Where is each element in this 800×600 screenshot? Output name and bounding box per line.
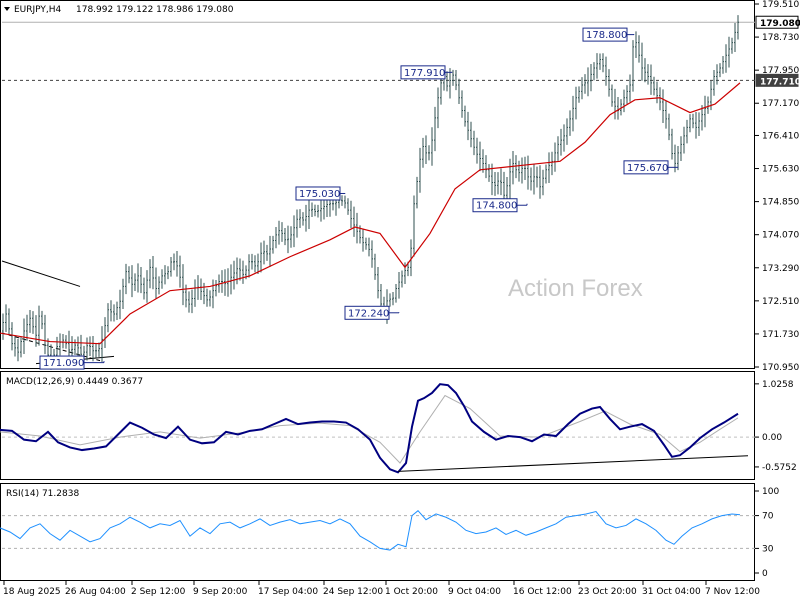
watermark: Action Forex xyxy=(508,275,643,302)
macd-signal-line xyxy=(0,394,739,464)
rsi-layer xyxy=(0,509,755,551)
level-price-tag-label: 177.710 xyxy=(760,77,800,87)
annotation-label: 172.240 xyxy=(348,308,389,319)
macd-tick-label: 1.0258 xyxy=(762,380,794,390)
macd-layer xyxy=(0,383,755,474)
macd-trendline xyxy=(397,455,749,472)
symbol-label: EURJPY,H4 xyxy=(14,5,62,15)
rsi-tick-label: 30 xyxy=(762,544,774,554)
price-annotation: 175.030 xyxy=(295,186,346,201)
price-panel xyxy=(0,0,755,369)
price-tick-label: 177.950 xyxy=(762,66,799,76)
annotation-label: 175.030 xyxy=(299,189,340,200)
last-price-tag xyxy=(755,15,799,29)
dropdown-triangle-icon[interactable] xyxy=(4,7,10,11)
price-annotation: 178.800 xyxy=(582,27,635,42)
ohlc-label: 178.992 179.122 178.986 179.080 xyxy=(76,5,234,15)
price-annotation: 171.090 xyxy=(39,355,105,370)
time-tick-label: 1 Oct 20:00 xyxy=(385,587,438,597)
price-tick-label: 177.170 xyxy=(762,99,799,109)
moving-average-line xyxy=(0,82,741,345)
price-tick-label: 179.510 xyxy=(762,0,799,10)
time-tick-label: 18 Aug 2025 xyxy=(3,587,61,597)
price-tick-label: 173.290 xyxy=(762,264,799,274)
price-layer: 171.090 175.030 172.240 177.910 174.800 178.8… xyxy=(0,15,755,370)
price-annotation: 172.240 xyxy=(344,305,400,320)
annotation-label: 175.670 xyxy=(627,163,668,174)
rsi-panel xyxy=(0,483,755,581)
rsi-tick-label: 70 xyxy=(762,512,774,522)
time-tick-label: 17 Sep 04:00 xyxy=(258,587,318,597)
rsi-line xyxy=(0,509,741,551)
price-tick-label: 174.070 xyxy=(762,231,799,241)
time-tick-label: 26 Aug 04:00 xyxy=(65,587,126,597)
price-tick-label: 176.410 xyxy=(762,131,799,141)
time-tick-label: 31 Oct 04:00 xyxy=(642,587,701,597)
annotation-label: 174.800 xyxy=(476,201,517,212)
price-annotation: 175.670 xyxy=(623,160,679,175)
annotation-label: 178.800 xyxy=(586,30,627,41)
macd-panel xyxy=(0,371,755,480)
time-tick-label: 24 Sep 12:00 xyxy=(323,587,383,597)
resistance-trendline xyxy=(1,260,81,287)
axis-layer: 179.510 178.730 177.950 177.170 176.410 175.6… xyxy=(3,0,800,597)
level-price-tag xyxy=(755,73,799,87)
rsi-tick-label: 100 xyxy=(762,487,779,497)
price-tick-label: 172.510 xyxy=(762,297,799,307)
time-tick-label: 7 Nov 12:00 xyxy=(705,587,760,597)
macd-line xyxy=(0,383,739,474)
time-tick-label: 16 Oct 12:00 xyxy=(513,587,572,597)
price-annotation: 177.910 xyxy=(400,65,453,80)
price-tick-label: 174.850 xyxy=(762,198,799,208)
time-tick-label: 23 Oct 20:00 xyxy=(578,587,637,597)
price-tick-label: 170.950 xyxy=(762,363,799,373)
time-tick-label: 9 Oct 04:00 xyxy=(448,587,501,597)
time-tick-label: 2 Sep 12:00 xyxy=(131,587,186,597)
macd-label: MACD(12,26,9) 0.4449 0.3677 xyxy=(6,377,143,387)
macd-tick-label: 0.00 xyxy=(762,433,782,443)
rsi-tick-label: 0 xyxy=(762,569,768,579)
price-annotation: 174.800 xyxy=(472,198,528,213)
last-price-tag-label: 179.080 xyxy=(760,19,800,29)
macd-tick-label: -0.5752 xyxy=(762,463,797,473)
time-tick-label: 9 Sep 20:00 xyxy=(193,587,248,597)
annotation-label: 177.910 xyxy=(404,68,445,79)
rsi-label: RSI(14) 71.2838 xyxy=(6,489,79,499)
price-tick-label: 171.730 xyxy=(762,330,799,340)
price-tick-label: 178.730 xyxy=(762,33,799,43)
annotation-label: 171.090 xyxy=(43,358,84,369)
price-tick-label: 175.630 xyxy=(762,165,799,175)
